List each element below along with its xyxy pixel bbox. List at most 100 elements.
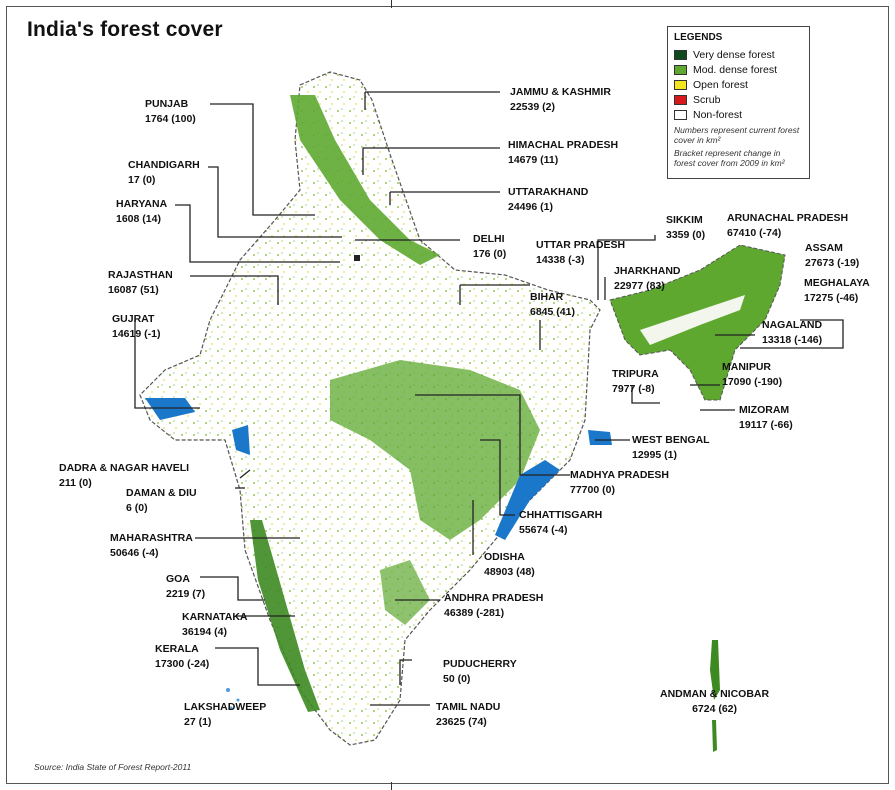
- lakshadweep-islet: [236, 698, 240, 702]
- nicobar-islands: [712, 720, 717, 752]
- label-dadra-nagar-haveli: DADRA & NAGAR HAVELI 211 (0): [59, 461, 189, 491]
- legend-item-mod-dense: Mod. dense forest: [674, 62, 803, 77]
- region-name: WEST BENGAL: [632, 434, 710, 446]
- label-goa: GOA 2219 (7): [166, 572, 205, 602]
- region-name: GOA: [166, 573, 190, 585]
- region-value: 14619 (-1): [112, 328, 161, 340]
- region-value: 1608 (14): [116, 213, 161, 225]
- region-value: 27673 (-19): [805, 257, 860, 269]
- lakshadweep-islet: [229, 706, 233, 710]
- region-value: 50 (0): [443, 673, 471, 685]
- label-odisha: ODISHA 48903 (48): [484, 550, 535, 580]
- west-bengal-coast-water: [588, 430, 612, 445]
- source-credit: Source: India State of Forest Report-201…: [34, 762, 192, 772]
- label-uttar-pradesh: UTTAR PRADESH 14338 (-3): [536, 238, 625, 268]
- region-value: 17 (0): [128, 174, 156, 186]
- label-tripura: TRIPURA 7977 (-8): [612, 367, 659, 397]
- legend-label: Non-forest: [693, 108, 743, 121]
- region-name: ODISHA: [484, 551, 525, 563]
- region-name: KERALA: [155, 643, 199, 655]
- region-value: 16087 (51): [108, 284, 159, 296]
- region-value: 6724 (62): [692, 703, 738, 715]
- map-title: India's forest cover: [27, 18, 223, 41]
- region-name: CHHATTISGARH: [519, 509, 603, 521]
- region-value: 67410 (-74): [727, 227, 782, 239]
- central-forest: [330, 360, 540, 540]
- crop-mark-top: [391, 0, 392, 8]
- region-name: JHARKHAND: [614, 265, 681, 277]
- region-name: MAHARASHTRA: [110, 532, 193, 544]
- region-value: 55674 (-4): [519, 524, 568, 536]
- region-value: 23625 (74): [436, 716, 487, 728]
- region-value: 14338 (-3): [536, 254, 585, 266]
- region-value: 14679 (11): [508, 154, 559, 166]
- leader-lines: [134, 91, 844, 706]
- label-madhya-pradesh: MADHYA PRADESH 77700 (0): [570, 468, 669, 498]
- region-name: HIMACHAL PRADESH: [508, 139, 619, 151]
- label-himachal-pradesh: HIMACHAL PRADESH 14679 (11): [508, 138, 618, 168]
- region-value: 13318 (-146): [762, 334, 823, 346]
- region-name: PUNJAB: [145, 98, 189, 110]
- legend-swatch: [674, 79, 687, 90]
- region-name: MEGHALAYA: [804, 277, 870, 289]
- label-punjab: PUNJAB 1764 (100): [145, 97, 196, 127]
- label-west-bengal: WEST BENGAL 12995 (1): [632, 433, 710, 463]
- region-value: 24496 (1): [508, 201, 553, 213]
- legend-label: Mod. dense forest: [693, 63, 778, 76]
- legend-note-numbers: Numbers represent current forest cover i…: [674, 125, 800, 145]
- label-nagaland: NAGALAND 13318 (-146): [762, 318, 822, 348]
- region-name: ANDHRA PRADESH: [444, 592, 544, 604]
- legend-item-scrub: Scrub: [674, 92, 803, 107]
- himalaya-forest-belt: [290, 95, 440, 265]
- map-legend: LEGENDS Very dense forest Mod. dense for…: [667, 26, 810, 179]
- label-delhi: DELHI 176 (0): [473, 232, 506, 262]
- region-value: 17090 (-190): [722, 376, 783, 388]
- region-name: HARYANA: [116, 198, 168, 210]
- region-name: ANDMAN & NICOBAR: [660, 688, 770, 700]
- region-name: JAMMU & KASHMIR: [510, 86, 611, 98]
- region-value: 176 (0): [473, 248, 507, 260]
- legend-label: Very dense forest: [693, 48, 775, 61]
- region-value: 19117 (-66): [739, 419, 793, 431]
- label-assam: ASSAM 27673 (-19): [805, 241, 859, 271]
- label-kerala: KERALA 17300 (-24): [155, 642, 209, 672]
- label-mizoram: MIZORAM 19117 (-66): [739, 403, 793, 433]
- legend-item-open: Open forest: [674, 77, 803, 92]
- label-karnataka: KARNATAKA 36194 (4): [182, 610, 248, 640]
- label-arunachal-pradesh: ARUNACHAL PRADESH 67410 (-74): [727, 211, 848, 241]
- legend-swatch: [674, 64, 687, 75]
- label-puducherry: PUDUCHERRY 50 (0): [443, 657, 517, 687]
- gulf-of-khambhat: [232, 425, 250, 455]
- label-maharashtra: MAHARASHTRA 50646 (-4): [110, 531, 193, 561]
- legend-heading: LEGENDS: [674, 32, 723, 43]
- legend-item-very-dense: Very dense forest: [674, 47, 803, 62]
- label-meghalaya: MEGHALAYA 17275 (-46): [804, 276, 870, 306]
- region-name: BIHAR: [530, 291, 564, 303]
- label-manipur: MANIPUR 17090 (-190): [722, 360, 782, 390]
- region-name: MIZORAM: [739, 404, 790, 416]
- region-name: RAJASTHAN: [108, 269, 173, 281]
- label-sikkim: SIKKIM 3359 (0): [666, 213, 705, 243]
- region-name: DADRA & NAGAR HAVELI: [59, 462, 190, 474]
- region-name: LAKSHADWEEP: [184, 701, 267, 713]
- label-jharkhand: JHARKHAND 22977 (83): [614, 264, 681, 294]
- gulf-of-kutch: [145, 398, 195, 420]
- map-frame: [6, 6, 889, 784]
- region-name: ARUNACHAL PRADESH: [727, 212, 849, 224]
- region-name: UTTARAKHAND: [508, 186, 589, 198]
- region-value: 17275 (-46): [804, 292, 859, 304]
- eastern-ghats-forest: [380, 560, 430, 625]
- label-chandigarh: CHANDIGARH 17 (0): [128, 158, 200, 188]
- region-value: 211 (0): [59, 477, 92, 489]
- label-andaman-nicobar: ANDMAN & NICOBAR 6724 (62): [660, 687, 769, 717]
- andaman-islands: [710, 640, 720, 700]
- region-value: 27 (1): [184, 716, 212, 728]
- region-name: DAMAN & DIU: [126, 487, 197, 499]
- region-value: 12995 (1): [632, 449, 677, 461]
- label-haryana: HARYANA 1608 (14): [116, 197, 167, 227]
- region-name: KARNATAKA: [182, 611, 248, 623]
- brahmaputra-valley: [640, 295, 745, 345]
- legend-note-brackets: Bracket represent change in forest cover…: [674, 148, 785, 168]
- legend-label: Scrub: [693, 93, 721, 106]
